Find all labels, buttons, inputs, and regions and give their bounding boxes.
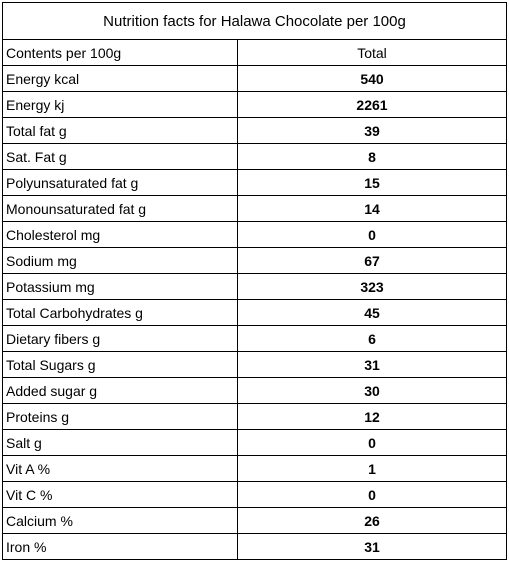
- nutrient-name: Calcium %: [2, 507, 238, 534]
- nutrient-value: 31: [237, 533, 507, 560]
- nutrient-name: Salt g: [2, 429, 238, 456]
- nutrient-value: 540: [237, 65, 507, 92]
- nutrient-value: 1: [237, 455, 507, 482]
- nutrient-value: 30: [237, 377, 507, 404]
- nutrient-value: 0: [237, 221, 507, 248]
- nutrient-name: Vit A %: [2, 455, 238, 482]
- table-row: Added sugar g 30: [2, 377, 507, 404]
- table-title: Nutrition facts for Halawa Chocolate per…: [2, 2, 507, 40]
- table-row: Proteins g 12: [2, 403, 507, 430]
- nutrient-name: Added sugar g: [2, 377, 238, 404]
- nutrient-name: Sodium mg: [2, 247, 238, 274]
- header-cell: Contents per 100g: [2, 39, 238, 66]
- nutrient-name: Monounsaturated fat g: [2, 195, 238, 222]
- nutrient-value: 8: [237, 143, 507, 170]
- nutrient-value: 45: [237, 299, 507, 326]
- table-row: Energy kj 2261: [2, 91, 507, 118]
- nutrient-value: 39: [237, 117, 507, 144]
- nutrient-value: 67: [237, 247, 507, 274]
- table-row: Sodium mg 67: [2, 247, 507, 274]
- nutrient-value: 6: [237, 325, 507, 352]
- nutrient-name: Iron %: [2, 533, 238, 560]
- nutrient-name: Energy kcal: [2, 65, 238, 92]
- nutrient-value: 0: [237, 481, 507, 508]
- table-row: Energy kcal 540: [2, 65, 507, 92]
- nutrient-name: Sat. Fat g: [2, 143, 238, 170]
- nutrient-value: 323: [237, 273, 507, 300]
- nutrient-value: 15: [237, 169, 507, 196]
- table-row: Total fat g 39: [2, 117, 507, 144]
- nutrient-name: Total fat g: [2, 117, 238, 144]
- table-row: Potassium mg 323: [2, 273, 507, 300]
- nutrient-name: Dietary fibers g: [2, 325, 238, 352]
- nutrient-value: 0: [237, 429, 507, 456]
- nutrient-value: 14: [237, 195, 507, 222]
- table-row: Total Sugars g 31: [2, 351, 507, 378]
- nutrient-name: Cholesterol mg: [2, 221, 238, 248]
- nutrient-name: Vit C %: [2, 481, 238, 508]
- nutrient-name: Proteins g: [2, 403, 238, 430]
- table-row: Cholesterol mg 0: [2, 221, 507, 248]
- table-row: Polyunsaturated fat g 15: [2, 169, 507, 196]
- nutrient-name: Energy kj: [2, 91, 238, 118]
- nutrient-value: 26: [237, 507, 507, 534]
- nutrient-name: Total Carbohydrates g: [2, 299, 238, 326]
- header-row: Contents per 100g Total: [2, 39, 507, 66]
- table-row: Vit A % 1: [2, 455, 507, 482]
- nutrient-name: Potassium mg: [2, 273, 238, 300]
- nutrient-value: 12: [237, 403, 507, 430]
- table-row: Total Carbohydrates g 45: [2, 299, 507, 326]
- nutrient-name: Total Sugars g: [2, 351, 238, 378]
- table-row: Iron % 31: [2, 533, 507, 560]
- nutrient-name: Polyunsaturated fat g: [2, 169, 238, 196]
- nutrient-value: 31: [237, 351, 507, 378]
- header-cell: Total: [237, 39, 507, 66]
- table-row: Monounsaturated fat g 14: [2, 195, 507, 222]
- title-row: Nutrition facts for Halawa Chocolate per…: [2, 2, 507, 40]
- table-row: Calcium % 26: [2, 507, 507, 534]
- nutrient-value: 2261: [237, 91, 507, 118]
- table-row: Vit C % 0: [2, 481, 507, 508]
